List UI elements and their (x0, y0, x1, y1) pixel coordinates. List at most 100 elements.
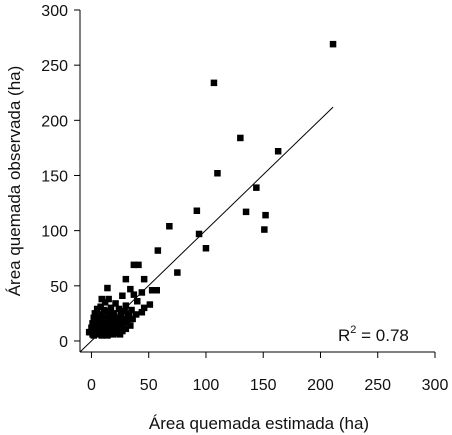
data-point (195, 230, 203, 238)
data-point (128, 306, 135, 314)
data-point (98, 295, 105, 303)
r-squared-superscript: 2 (350, 324, 356, 336)
x-tick-label: 100 (193, 377, 220, 394)
data-point (138, 289, 146, 296)
data-point (122, 325, 130, 333)
data-point (134, 298, 141, 305)
x-tick-label: 150 (250, 377, 277, 394)
data-point (132, 311, 140, 318)
data-point (122, 275, 130, 283)
data-point (124, 313, 132, 320)
data-point (146, 301, 154, 308)
x-tick-label: 250 (364, 377, 391, 394)
r-squared-value: = 0.78 (356, 326, 408, 345)
data-point (103, 316, 110, 324)
data-point (90, 314, 97, 322)
data-point (91, 310, 99, 317)
data-point (110, 331, 117, 338)
data-point (93, 327, 101, 335)
data-point (95, 312, 102, 319)
data-point (101, 299, 109, 306)
data-point (97, 303, 104, 310)
y-tick-label: 300 (41, 3, 68, 20)
r-squared-base: R (338, 326, 350, 345)
data-point (93, 305, 101, 313)
data-point (237, 134, 244, 142)
data-point (193, 207, 201, 214)
x-tick-label: 300 (422, 377, 449, 394)
data-point (166, 223, 173, 230)
data-points (85, 40, 337, 339)
data-point (127, 322, 134, 329)
data-point (274, 148, 282, 155)
data-point (98, 332, 105, 339)
data-point (122, 302, 130, 309)
x-tick-label: 50 (140, 377, 158, 394)
data-point (116, 331, 124, 338)
data-point (130, 261, 138, 269)
data-point (129, 315, 136, 323)
data-point (111, 312, 118, 319)
data-point (98, 311, 105, 318)
data-point (121, 307, 128, 315)
y-tick-label: 250 (41, 58, 68, 75)
y-tick-label: 200 (41, 113, 68, 130)
data-point (174, 269, 181, 276)
data-point (148, 287, 156, 294)
data-point (135, 261, 142, 269)
data-point (126, 310, 133, 317)
data-point (118, 313, 125, 320)
data-point (108, 317, 116, 325)
data-point (140, 275, 148, 283)
data-point (119, 327, 126, 335)
data-point (202, 245, 210, 252)
data-point (127, 285, 134, 293)
data-point (96, 316, 103, 324)
data-point (210, 79, 218, 87)
chart-axes (79, 10, 435, 353)
chart-ticks: 0 50 100 150 200 250 300 0 50 100 150 200 250 300 (41, 3, 448, 394)
data-point (99, 319, 107, 326)
data-point (105, 295, 112, 303)
y-axis-title: Área quemada observada (ha) (5, 66, 24, 297)
data-point (107, 304, 115, 312)
data-point (140, 304, 148, 312)
data-point (242, 208, 250, 216)
data-point (95, 320, 102, 327)
data-point (153, 287, 160, 294)
data-point (106, 309, 113, 316)
y-tick-label: 50 (50, 279, 68, 296)
data-point (104, 332, 111, 339)
data-point (113, 330, 120, 337)
y-tick-label: 150 (41, 168, 68, 185)
data-point (154, 247, 162, 254)
x-axis-title: Área quemada estimada (ha) (149, 414, 369, 433)
x-tick-label: 200 (307, 377, 334, 394)
data-point (88, 324, 95, 331)
data-point (85, 328, 93, 336)
data-point (130, 291, 138, 298)
data-point (115, 305, 123, 313)
data-point (89, 320, 96, 327)
data-point (105, 313, 112, 320)
data-point (114, 326, 121, 334)
r-squared-annotation: R2 = 0.78 (338, 324, 409, 345)
x-tick-label: 0 (87, 377, 96, 394)
y-tick-label: 0 (59, 334, 68, 351)
data-point (214, 170, 221, 177)
data-point (253, 184, 260, 191)
data-point (329, 40, 337, 48)
data-point (123, 319, 131, 326)
data-point (100, 306, 108, 314)
data-point (112, 300, 119, 307)
data-point (119, 292, 126, 299)
data-point (100, 322, 108, 329)
data-point (115, 317, 123, 325)
data-point (261, 226, 268, 233)
data-point (138, 309, 146, 316)
data-point (104, 284, 111, 292)
data-point (90, 332, 97, 339)
data-point (119, 321, 126, 328)
data-point (262, 211, 269, 219)
